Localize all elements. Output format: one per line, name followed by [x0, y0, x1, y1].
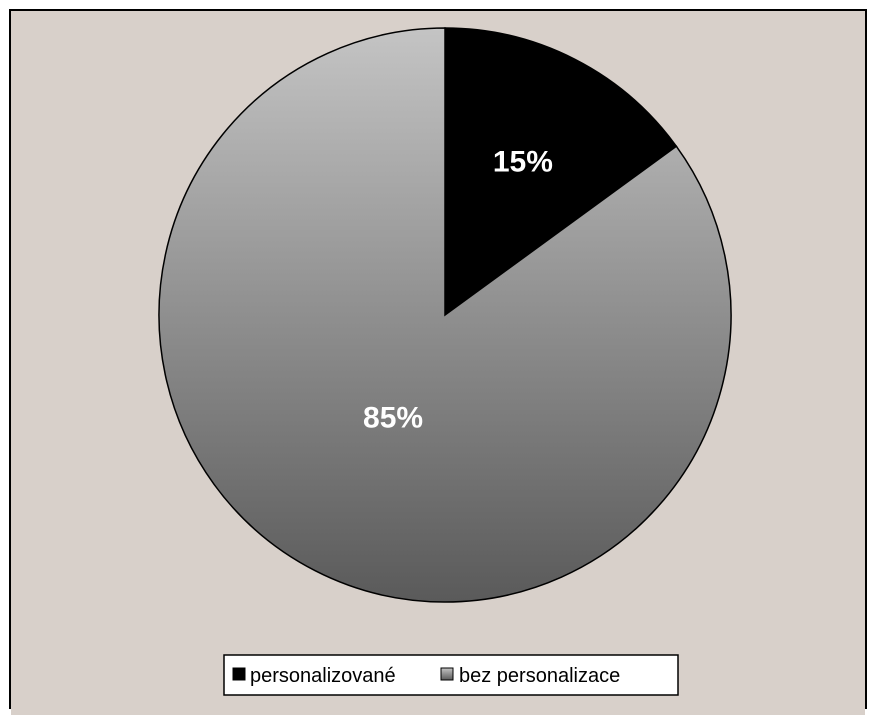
- pie-slice-bez-personalizace: [158, 27, 732, 603]
- legend-item-personalizovane: personalizované: [250, 665, 396, 687]
- legend-item-bez-personalizace: bez personalizace: [459, 665, 620, 687]
- data-label-personalizovane: 15%: [493, 146, 553, 179]
- legend-swatch-gray-icon: [440, 667, 454, 681]
- legend-swatch-black-icon: [232, 667, 246, 681]
- pie-labels: 15% 85%: [363, 146, 553, 435]
- pie-slices: [158, 27, 732, 603]
- pie-slice-personalizovane: [444, 27, 678, 317]
- data-label-bez-personalizace: 85%: [363, 401, 423, 434]
- legend: personalizované bez personalizace: [223, 654, 679, 696]
- chart-frame: [9, 9, 867, 709]
